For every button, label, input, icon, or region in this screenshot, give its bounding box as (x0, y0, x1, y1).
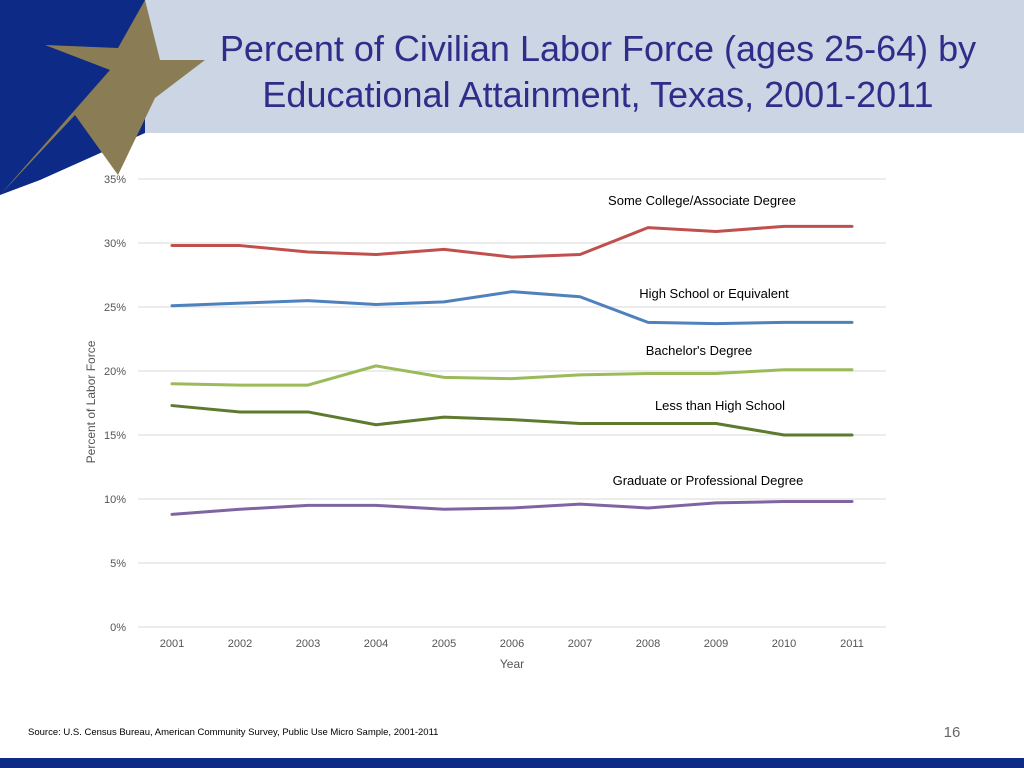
series-line (170, 364, 854, 387)
series-label: Some College/Associate Degree (608, 193, 796, 208)
y-tick-label: 30% (104, 238, 126, 250)
series-line (170, 404, 854, 437)
page-number: 16 (943, 724, 961, 741)
y-tick-label: 20% (104, 366, 126, 378)
series-label: Bachelor's Degree (646, 343, 753, 358)
x-tick-label: 2004 (364, 638, 388, 650)
y-tick-label: 35% (104, 174, 126, 186)
x-tick-label: 2003 (296, 638, 320, 650)
x-tick-label: 2010 (772, 638, 796, 650)
x-tick-label: 2002 (228, 638, 252, 650)
x-tick-label: 2005 (432, 638, 456, 650)
series-label: Less than High School (655, 398, 785, 413)
series-label: Graduate or Professional Degree (613, 473, 804, 488)
bottom-bar (0, 758, 1024, 768)
y-tick-label: 10% (104, 494, 126, 506)
y-tick-label: 5% (110, 558, 126, 570)
series-line (170, 500, 854, 516)
x-axis-title: Year (500, 657, 524, 671)
y-tick-label: 15% (104, 430, 126, 442)
series-line (170, 224, 854, 259)
x-tick-label: 2011 (840, 638, 864, 650)
x-tick-label: 2007 (568, 638, 592, 650)
star-logo-icon (0, 0, 205, 195)
x-tick-label: 2008 (636, 638, 660, 650)
x-tick-label: 2006 (500, 638, 524, 650)
series-label: High School or Equivalent (639, 286, 789, 301)
y-tick-label: 0% (110, 622, 126, 634)
x-tick-label: 2009 (704, 638, 728, 650)
slide-title: Percent of Civilian Labor Force (ages 25… (219, 28, 977, 115)
y-axis-title: Percent of Labor Force (84, 340, 98, 463)
x-tick-label: 2001 (160, 638, 184, 650)
series-line (170, 290, 854, 326)
source-note: Source: U.S. Census Bureau, American Com… (28, 727, 439, 738)
y-tick-label: 25% (104, 302, 126, 314)
